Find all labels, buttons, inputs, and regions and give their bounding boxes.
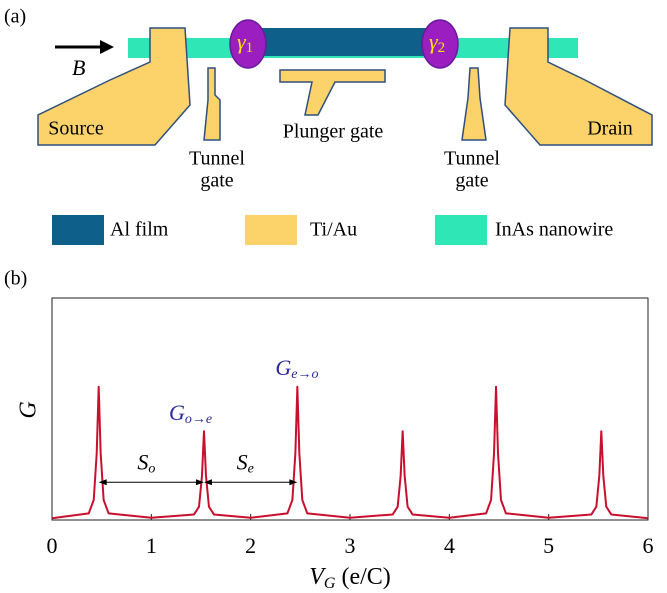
arrowhead	[195, 479, 204, 486]
gamma-main: γ	[237, 29, 247, 54]
x-axis-label: VG (e/C)	[309, 564, 391, 592]
gamma-main: γ	[429, 29, 439, 54]
legend-swatch	[52, 215, 104, 245]
annotation: So	[137, 449, 155, 476]
gamma-label: γ1	[237, 29, 253, 56]
tunnel-label: gate	[200, 170, 233, 192]
line	[51, 385, 649, 520]
majorana-1	[229, 19, 267, 69]
source-label: Source	[48, 118, 104, 140]
annotation-sub: e	[248, 461, 254, 476]
x-tick-label: 4	[444, 533, 455, 558]
legend-label: Al film	[110, 219, 169, 241]
arrowhead	[203, 479, 212, 486]
annotation: Ge→o	[275, 355, 318, 382]
tunnel-label: Tunnel	[444, 148, 500, 170]
plot-frame	[51, 297, 649, 521]
annotation-main: G	[275, 355, 291, 380]
legend-label: Ti/Au	[310, 219, 357, 241]
al-film	[258, 28, 440, 56]
majorana-2	[421, 19, 459, 69]
x-label-rest: (e/C)	[335, 564, 390, 590]
drain-contact	[504, 27, 653, 146]
annotation-sub: o	[148, 461, 155, 476]
tunnel-gate	[461, 67, 487, 141]
source-contact	[37, 27, 191, 146]
plunger-gate	[279, 69, 386, 116]
legend-swatch	[435, 215, 487, 245]
panel-label: (a)	[4, 6, 26, 28]
gamma-sub: 1	[246, 40, 254, 56]
gamma-sub: 2	[438, 40, 446, 56]
arrowhead	[100, 40, 114, 54]
annotation-main: S	[137, 449, 148, 474]
drain-label: Drain	[587, 118, 633, 140]
annotation-sub: e→o	[291, 367, 318, 382]
plunger-label: Plunger gate	[283, 121, 384, 143]
x-tick-label: 3	[345, 533, 356, 558]
legend-swatch	[245, 215, 297, 245]
annotation: Go→e	[169, 400, 212, 427]
x-label-sub: G	[324, 575, 336, 592]
annotation: Se	[237, 449, 254, 476]
x-tick-label: 2	[245, 533, 256, 558]
panel-label: (b)	[4, 268, 27, 290]
tunnel-gate	[203, 67, 221, 141]
legend-label: InAs nanowire	[495, 219, 613, 241]
tunnel-label: gate	[455, 170, 488, 192]
x-tick-label: 5	[543, 533, 554, 558]
annotation-main: G	[169, 400, 185, 425]
y-axis-label: G	[16, 401, 42, 418]
gamma-label: γ2	[429, 29, 445, 56]
annotation-sub: o→e	[185, 412, 212, 427]
x-tick-label: 1	[146, 533, 157, 558]
x-tick-label: 6	[643, 533, 654, 558]
arrowhead	[98, 479, 107, 486]
annotation-main: S	[237, 449, 248, 474]
tunnel-label: Tunnel	[189, 148, 245, 170]
x-label-main: V	[309, 564, 326, 590]
arrowhead	[289, 479, 298, 486]
field-label: B	[72, 55, 85, 80]
x-tick-label: 0	[47, 533, 58, 558]
